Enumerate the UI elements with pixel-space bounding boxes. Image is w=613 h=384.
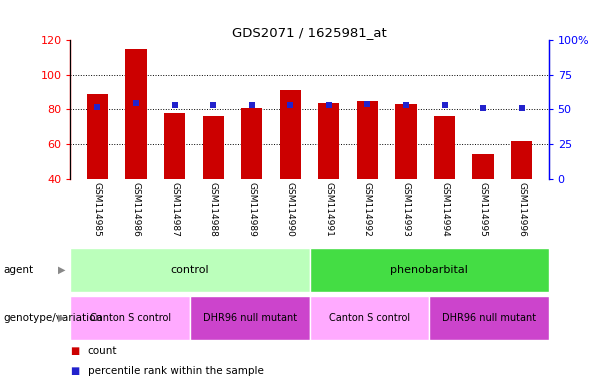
Text: ▶: ▶ <box>58 265 65 275</box>
Text: GSM114989: GSM114989 <box>247 182 256 237</box>
Text: ▶: ▶ <box>58 313 65 323</box>
Bar <box>357 101 378 179</box>
Text: Canton S control: Canton S control <box>329 313 410 323</box>
Bar <box>202 116 224 179</box>
Text: GSM114990: GSM114990 <box>286 182 295 237</box>
Text: GSM114994: GSM114994 <box>440 182 449 237</box>
Text: percentile rank within the sample: percentile rank within the sample <box>88 366 264 376</box>
Text: control: control <box>170 265 210 275</box>
Bar <box>280 91 301 179</box>
Title: GDS2071 / 1625981_at: GDS2071 / 1625981_at <box>232 26 387 39</box>
Bar <box>190 296 310 340</box>
Bar <box>395 104 417 179</box>
Bar <box>434 116 455 179</box>
Text: GSM114993: GSM114993 <box>402 182 411 237</box>
Bar <box>241 108 262 179</box>
Text: GSM114995: GSM114995 <box>479 182 487 237</box>
Bar <box>70 248 310 292</box>
Bar <box>70 296 190 340</box>
Text: phenobarbital: phenobarbital <box>390 265 468 275</box>
Text: count: count <box>88 346 117 356</box>
Text: DHR96 null mutant: DHR96 null mutant <box>203 313 297 323</box>
Text: agent: agent <box>3 265 33 275</box>
Text: DHR96 null mutant: DHR96 null mutant <box>442 313 536 323</box>
Text: GSM114985: GSM114985 <box>93 182 102 237</box>
Text: ■: ■ <box>70 366 80 376</box>
Text: ■: ■ <box>70 346 80 356</box>
Bar <box>310 248 549 292</box>
Text: GSM114991: GSM114991 <box>324 182 333 237</box>
Text: Canton S control: Canton S control <box>89 313 171 323</box>
Text: GSM114996: GSM114996 <box>517 182 526 237</box>
Bar <box>511 141 532 179</box>
Text: GSM114986: GSM114986 <box>132 182 140 237</box>
Bar <box>126 49 147 179</box>
Bar <box>87 94 108 179</box>
Text: genotype/variation: genotype/variation <box>3 313 102 323</box>
Bar <box>473 154 493 179</box>
Bar <box>429 296 549 340</box>
Bar <box>310 296 429 340</box>
Text: GSM114987: GSM114987 <box>170 182 179 237</box>
Text: GSM114992: GSM114992 <box>363 182 372 237</box>
Text: GSM114988: GSM114988 <box>208 182 218 237</box>
Bar <box>164 113 185 179</box>
Bar <box>318 103 340 179</box>
